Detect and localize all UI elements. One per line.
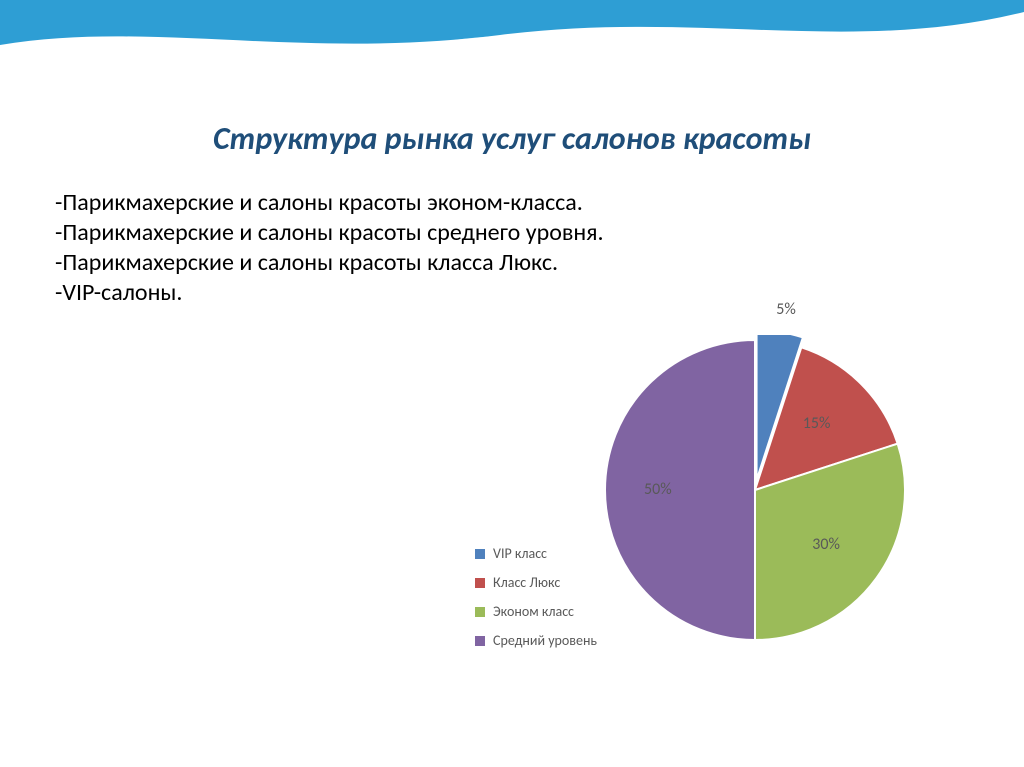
- pie-slice: [605, 340, 755, 640]
- bullet-item: -Парикмахерские и салоны красоты эконом-…: [55, 188, 955, 218]
- slide-title: Структура рынка услуг салонов красоты: [0, 119, 1024, 158]
- legend-label: Класс Люкс: [493, 574, 560, 591]
- slice-value-label: 30%: [812, 535, 840, 554]
- pie-graphic: 5% 15% 30% 50%: [600, 335, 910, 645]
- bullet-list: -Парикмахерские и салоны красоты эконом-…: [55, 188, 955, 308]
- legend-swatch-icon: [475, 578, 485, 588]
- header-wave-decor: [0, 0, 1024, 110]
- legend-label: Средний уровень: [493, 632, 597, 649]
- legend-swatch-icon: [475, 636, 485, 646]
- bullet-item: -Парикмахерские и салоны красоты класса …: [55, 248, 955, 278]
- bullet-item: -VIP-салоны.: [55, 278, 955, 308]
- legend-swatch-icon: [475, 607, 485, 617]
- slice-value-label: 50%: [644, 480, 672, 499]
- legend-label: VIP класс: [493, 545, 547, 562]
- bullet-item: -Парикмахерские и салоны красоты среднег…: [55, 218, 955, 248]
- slice-value-label: 5%: [776, 300, 796, 319]
- legend-swatch-icon: [475, 549, 485, 559]
- pie-chart: VIP класс Класс Люкс Эконом класс Средни…: [475, 335, 995, 735]
- legend-label: Эконом класс: [493, 603, 574, 620]
- slice-value-label: 15%: [803, 414, 831, 433]
